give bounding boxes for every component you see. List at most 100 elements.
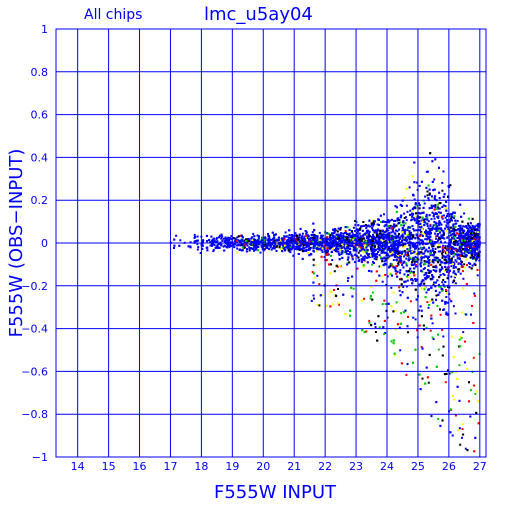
- data-point: [427, 381, 430, 384]
- data-point: [445, 200, 448, 203]
- data-point: [395, 265, 398, 267]
- data-point: [358, 239, 361, 242]
- data-point: [419, 212, 422, 215]
- data-point: [342, 293, 345, 296]
- data-point: [384, 224, 387, 227]
- data-point: [411, 209, 414, 212]
- data-point: [273, 233, 276, 236]
- data-point: [423, 256, 426, 259]
- data-point: [462, 236, 464, 239]
- data-point: [408, 241, 411, 244]
- data-point: [450, 251, 453, 254]
- data-point: [441, 288, 444, 291]
- data-point: [413, 216, 416, 219]
- data-point: [396, 246, 399, 249]
- data-point: [372, 221, 375, 224]
- data-point: [206, 240, 209, 243]
- data-point: [448, 372, 451, 375]
- data-point: [378, 224, 380, 226]
- data-point: [236, 239, 238, 242]
- data-point: [335, 237, 338, 240]
- data-point: [449, 259, 452, 262]
- data-point: [409, 213, 411, 216]
- data-point: [209, 241, 212, 244]
- data-point: [391, 274, 393, 277]
- data-point: [317, 244, 320, 247]
- data-point: [401, 231, 404, 234]
- data-point: [467, 228, 470, 230]
- data-point: [467, 234, 470, 237]
- data-point: [263, 248, 266, 251]
- data-point: [398, 255, 401, 258]
- data-point: [418, 223, 420, 226]
- data-point: [402, 243, 405, 246]
- data-point: [365, 227, 368, 230]
- data-point: [415, 298, 418, 301]
- data-point: [342, 237, 344, 240]
- data-point: [391, 238, 393, 241]
- data-point: [348, 232, 351, 235]
- data-point: [428, 192, 431, 195]
- data-point: [399, 261, 402, 264]
- data-point: [196, 248, 199, 251]
- data-point: [399, 221, 402, 224]
- data-point: [436, 279, 439, 282]
- data-point: [407, 253, 409, 256]
- data-point: [378, 232, 381, 235]
- data-point: [330, 291, 333, 294]
- data-point: [428, 207, 431, 210]
- data-point: [473, 384, 476, 387]
- data-point: [371, 263, 374, 266]
- data-point: [393, 223, 396, 226]
- data-point: [263, 239, 266, 242]
- data-point: [424, 296, 427, 299]
- data-point: [391, 225, 394, 228]
- data-point: [441, 237, 444, 239]
- data-point: [347, 244, 350, 247]
- data-point: [456, 257, 459, 260]
- data-point: [348, 261, 351, 264]
- data-point: [283, 247, 286, 250]
- data-point: [432, 283, 435, 286]
- data-point: [474, 250, 476, 253]
- data-point: [412, 228, 415, 230]
- data-point: [418, 324, 421, 327]
- data-point: [312, 242, 315, 245]
- data-point: [458, 257, 461, 260]
- data-point: [378, 326, 381, 329]
- data-point: [289, 248, 292, 251]
- data-point: [458, 236, 461, 239]
- data-point: [422, 240, 424, 243]
- data-point: [215, 241, 218, 243]
- data-point: [454, 225, 457, 228]
- data-point: [417, 251, 420, 254]
- data-point: [349, 309, 352, 312]
- data-point: [399, 236, 402, 239]
- data-point: [420, 269, 423, 272]
- data-point: [313, 228, 316, 231]
- data-point: [446, 221, 449, 224]
- data-point: [313, 240, 316, 243]
- data-point: [218, 247, 221, 249]
- data-point: [430, 314, 433, 317]
- data-point: [401, 227, 404, 230]
- data-point: [413, 229, 416, 232]
- data-point: [455, 249, 458, 252]
- data-point: [458, 250, 461, 253]
- data-point: [253, 249, 255, 252]
- data-point: [441, 299, 444, 302]
- data-point: [413, 251, 416, 254]
- data-point: [341, 243, 344, 246]
- data-point: [236, 236, 239, 239]
- data-point: [464, 255, 467, 258]
- data-point: [315, 240, 318, 243]
- data-point: [317, 246, 320, 249]
- data-point: [444, 227, 447, 230]
- data-point: [403, 255, 405, 258]
- data-point: [418, 243, 421, 246]
- data-point: [454, 219, 457, 222]
- data-point: [437, 217, 440, 219]
- data-point: [365, 246, 368, 249]
- data-point: [398, 286, 401, 289]
- data-point: [401, 239, 403, 242]
